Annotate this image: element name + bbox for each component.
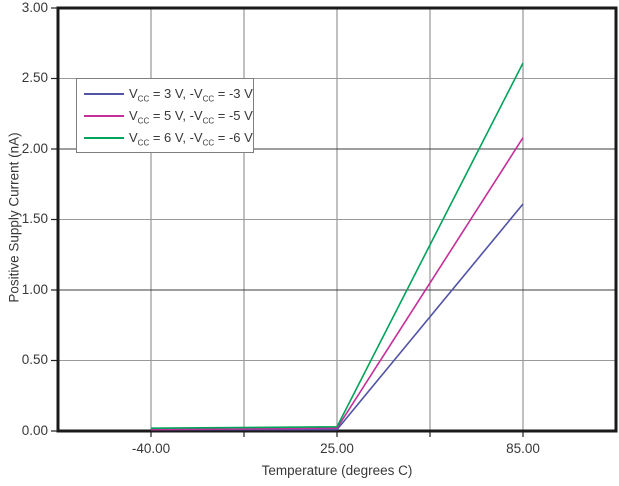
legend: VCC = 3 V, -VCC = -3 V VCC = 5 V, -VCC =… xyxy=(76,78,254,153)
y-tick-label: 0.50 xyxy=(21,352,48,367)
legend-entry: VCC = 3 V, -VCC = -3 V xyxy=(84,86,253,104)
legend-line-sample xyxy=(84,136,124,139)
legend-entry: VCC = 5 V, -VCC = -5 V xyxy=(84,108,253,126)
plot-border xyxy=(56,6,618,433)
legend-line-sample xyxy=(84,114,124,117)
series-line-2 xyxy=(150,62,524,429)
legend-line-sample xyxy=(84,92,124,95)
legend-label: VCC = 5 V, -VCC = -5 V xyxy=(129,108,253,126)
legend-label: VCC = 3 V, -VCC = -3 V xyxy=(129,86,253,104)
series-line-1 xyxy=(150,137,524,431)
y-tick-label: 3.00 xyxy=(21,0,48,15)
x-tick-label: -40.00 xyxy=(131,441,171,456)
x-axis-title: Temperature (degrees C) xyxy=(261,463,413,478)
legend-label: VCC = 6 V, -VCC = -6 V xyxy=(129,130,253,148)
y-tick-label: 1.50 xyxy=(21,211,48,226)
y-tick-label: 2.50 xyxy=(21,70,48,85)
y-tick-label: 1.00 xyxy=(21,282,48,297)
y-tick-label: 2.00 xyxy=(21,141,48,156)
y-axis-title: Positive Supply Current (nA) xyxy=(6,132,22,303)
x-tick-label: 85.00 xyxy=(506,441,540,456)
x-tick-label: 25.00 xyxy=(320,441,354,456)
legend-entry: VCC = 6 V, -VCC = -6 V xyxy=(84,130,253,148)
y-tick-label: 0.00 xyxy=(21,423,48,438)
